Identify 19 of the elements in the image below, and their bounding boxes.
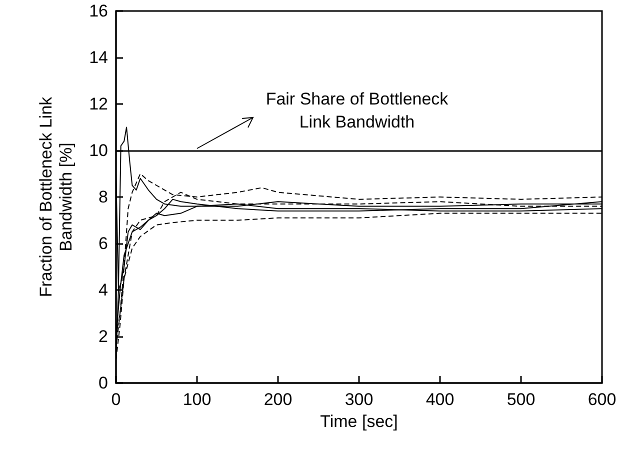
- x-tick-label: 200: [264, 390, 292, 409]
- y-tick-label: 4: [98, 280, 108, 300]
- x-tick-label: 400: [426, 390, 454, 409]
- x-tick-label: 300: [344, 390, 374, 409]
- y-tick-label: 2: [98, 327, 108, 346]
- y-axis-title: Fraction of Bottleneck Link Bandwidth [%]: [36, 96, 76, 298]
- x-tick-label: 0: [111, 390, 121, 409]
- y-tick-label: 14: [89, 48, 108, 67]
- y-tick-label: 0: [98, 374, 108, 392]
- x-tick-label: 500: [506, 390, 536, 409]
- y-tick-label: 10: [89, 141, 108, 160]
- y-tick-label: 16: [89, 2, 108, 20]
- x-axis-title: Time [sec]: [320, 412, 398, 431]
- x-tick-label: 100: [182, 390, 212, 409]
- y-tick-label: 8: [98, 188, 108, 206]
- y-tick-label: 6: [98, 234, 108, 253]
- annotation: Fair Share of Bottleneck Link Bandwidth: [266, 90, 449, 132]
- y-tick-label: 12: [89, 94, 108, 114]
- x-tick-label: 600: [588, 390, 616, 409]
